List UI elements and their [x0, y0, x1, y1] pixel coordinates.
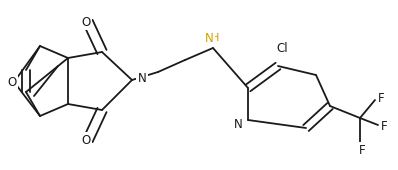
Text: F: F — [381, 121, 387, 133]
Text: N: N — [138, 72, 146, 84]
Text: F: F — [359, 143, 365, 157]
Text: F: F — [378, 91, 384, 105]
Text: O: O — [81, 133, 91, 147]
Text: O: O — [81, 15, 91, 29]
Text: N: N — [205, 31, 213, 45]
Text: Cl: Cl — [276, 41, 288, 55]
Text: H: H — [211, 33, 219, 43]
Text: N: N — [234, 117, 242, 131]
Text: O: O — [8, 75, 17, 89]
